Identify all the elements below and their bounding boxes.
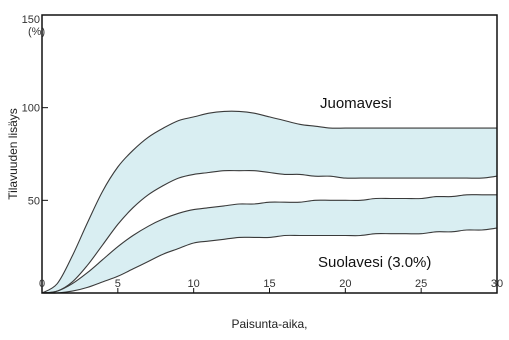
band-area-0 [42, 111, 497, 293]
y-axis-unit-label: (%) [28, 26, 45, 38]
band-lower-line-0 [41, 170, 498, 294]
y-tick-label: 50 [28, 195, 40, 207]
y-tick-label: 150 [22, 14, 40, 26]
y-tick-label: 100 [22, 103, 40, 115]
x-tick-label: 20 [339, 278, 351, 290]
band-lower-line-1 [41, 227, 498, 294]
lines-layer [41, 110, 498, 294]
x-tick-label: 5 [115, 278, 121, 290]
x-tick-label: 0 [39, 278, 45, 290]
band-upper-line-1 [41, 194, 497, 294]
x-tick-label: 25 [415, 278, 427, 290]
x-tick-label: 30 [491, 278, 503, 290]
series-label-suolavesi: Suolavesi (3.0%) [318, 254, 431, 271]
series-label-juomavesi: Juomavesi [320, 95, 392, 112]
x-axis-title: Paisunta-aika, [231, 317, 307, 331]
x-tick-label: 15 [263, 278, 275, 290]
x-tick-label: 10 [188, 278, 200, 290]
band-area-1 [42, 194, 497, 294]
ticks-layer: 0 5 10 15 20 25 30 50 100 150 [22, 14, 503, 293]
y-axis-title: Tilavuuden lisäys [6, 108, 20, 200]
bands-layer [42, 111, 497, 294]
band-upper-line-0 [41, 110, 497, 294]
